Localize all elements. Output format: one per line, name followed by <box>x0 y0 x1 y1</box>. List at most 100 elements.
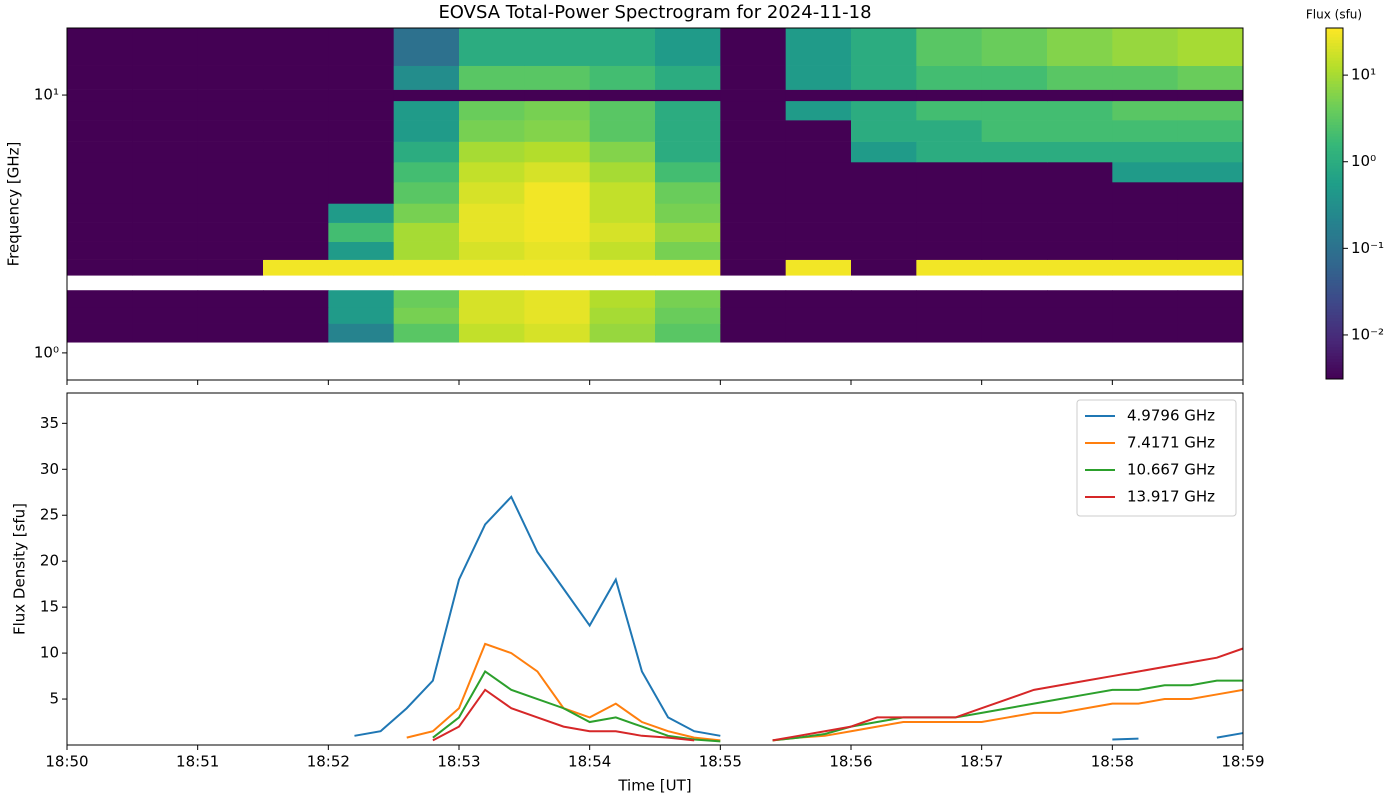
heat-cell <box>263 222 329 242</box>
heat-cell <box>67 290 133 308</box>
heat-cell <box>655 290 721 308</box>
heat-cell <box>67 141 133 163</box>
heat-cell <box>263 120 329 142</box>
heat-cell <box>851 290 917 308</box>
legend-label: 7.4171 GHz <box>1127 434 1215 452</box>
heat-cell <box>1047 65 1113 90</box>
heat-cell <box>328 259 395 276</box>
heat-cell <box>1177 100 1244 121</box>
colorbar-tick-label: 10¹ <box>1351 66 1376 84</box>
colorbar-swatch <box>1326 68 1343 73</box>
colorbar-swatch <box>1326 63 1343 67</box>
heat-cell <box>1112 290 1179 308</box>
y-tick-label: 10¹ <box>34 86 59 104</box>
x-tick-label: 18:55 <box>699 753 742 771</box>
heat-cell <box>851 120 917 142</box>
heat-cell <box>459 323 525 343</box>
y-tick-label: 5 <box>49 690 59 708</box>
heat-cell <box>197 100 264 121</box>
heat-cell <box>197 203 264 223</box>
colorbar-swatch <box>1326 45 1343 49</box>
y-tick-label: 25 <box>40 506 59 524</box>
heat-cell <box>1047 162 1113 183</box>
heat-cell <box>132 323 199 343</box>
colorbar-swatch <box>1326 74 1343 79</box>
heat-cell <box>851 100 917 121</box>
heat-cell <box>655 28 721 66</box>
series-line <box>1216 732 1244 739</box>
y-tick-label: 10⁰ <box>34 343 59 361</box>
colorbar-swatch <box>1326 364 1343 368</box>
heat-cell <box>132 259 199 276</box>
heat-cell <box>785 120 852 142</box>
heat-cell <box>1112 100 1179 121</box>
heat-cell <box>785 89 852 102</box>
heat-cell <box>851 259 917 276</box>
colorbar-swatch <box>1326 28 1343 32</box>
heat-cell <box>197 141 264 163</box>
heat-cell <box>851 28 917 66</box>
colorbar-swatch <box>1326 86 1343 90</box>
heat-cell <box>132 241 199 260</box>
heat-cell <box>1047 259 1113 276</box>
colorbar-swatch <box>1326 270 1343 275</box>
colorbar-swatch <box>1326 98 1343 102</box>
heat-cell <box>67 100 133 121</box>
heat-cell <box>589 100 656 121</box>
heat-cell <box>916 182 983 204</box>
heat-cell <box>1047 28 1113 66</box>
colorbar-swatch <box>1326 48 1343 52</box>
heat-cell <box>459 290 525 308</box>
heat-cell <box>785 182 852 204</box>
heat-cell <box>524 323 591 343</box>
legend-box <box>1076 399 1237 517</box>
heat-cell <box>524 28 591 66</box>
colorbar-swatch <box>1326 273 1343 278</box>
colorbar-swatch <box>1326 376 1343 380</box>
heat-cell <box>655 65 721 90</box>
heat-cell <box>785 203 852 223</box>
heat-cell <box>785 307 852 324</box>
colorbar-swatch <box>1326 349 1343 354</box>
heat-cell <box>1047 203 1113 223</box>
chart-title: EOVSA Total-Power Spectrogram for 2024-1… <box>438 2 871 23</box>
heat-cell <box>459 203 525 223</box>
heat-cell <box>720 65 787 90</box>
heat-cell <box>459 259 525 276</box>
heat-cell <box>655 100 721 121</box>
heat-cell <box>589 203 656 223</box>
heat-cell <box>328 290 395 308</box>
x-tick-label: 18:53 <box>437 753 480 771</box>
heat-cell <box>328 203 395 223</box>
heat-cell <box>132 290 199 308</box>
heat-cell <box>393 323 460 343</box>
heat-cell <box>1047 290 1113 308</box>
heat-cell <box>720 323 787 343</box>
colorbar-swatch <box>1326 300 1343 304</box>
heat-cell <box>981 89 1048 102</box>
heat-cell <box>328 307 395 324</box>
heat-cell <box>459 120 525 142</box>
heat-cell <box>655 323 721 343</box>
heat-cell <box>132 65 199 90</box>
colorbar-swatch <box>1326 285 1343 289</box>
heat-cell <box>263 182 329 204</box>
heat-cell <box>263 100 329 121</box>
colorbar-swatch <box>1326 355 1343 360</box>
y-tick-label: 30 <box>40 460 59 478</box>
heat-cell <box>916 259 983 276</box>
colorbar-swatch <box>1326 262 1343 266</box>
heat-cell <box>132 28 199 66</box>
heat-cell <box>655 182 721 204</box>
heat-cell <box>393 162 460 183</box>
colorbar-swatch <box>1326 133 1343 137</box>
colorbar-swatch <box>1326 238 1343 243</box>
heat-cell <box>328 89 395 102</box>
heat-cell <box>67 323 133 343</box>
heat-cell <box>263 290 329 308</box>
heat-cell <box>263 241 329 260</box>
heat-cell <box>981 28 1048 66</box>
y-tick-label: 15 <box>40 598 59 616</box>
heat-cell <box>916 65 983 90</box>
heat-cell <box>524 162 591 183</box>
